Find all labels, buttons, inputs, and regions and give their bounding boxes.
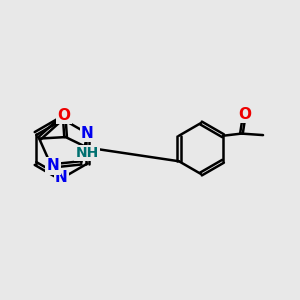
Text: O: O: [58, 108, 70, 123]
Text: O: O: [238, 106, 251, 122]
Text: N: N: [46, 158, 59, 173]
Text: N: N: [81, 126, 94, 141]
Text: NH: NH: [76, 146, 99, 160]
Text: N: N: [55, 169, 68, 184]
